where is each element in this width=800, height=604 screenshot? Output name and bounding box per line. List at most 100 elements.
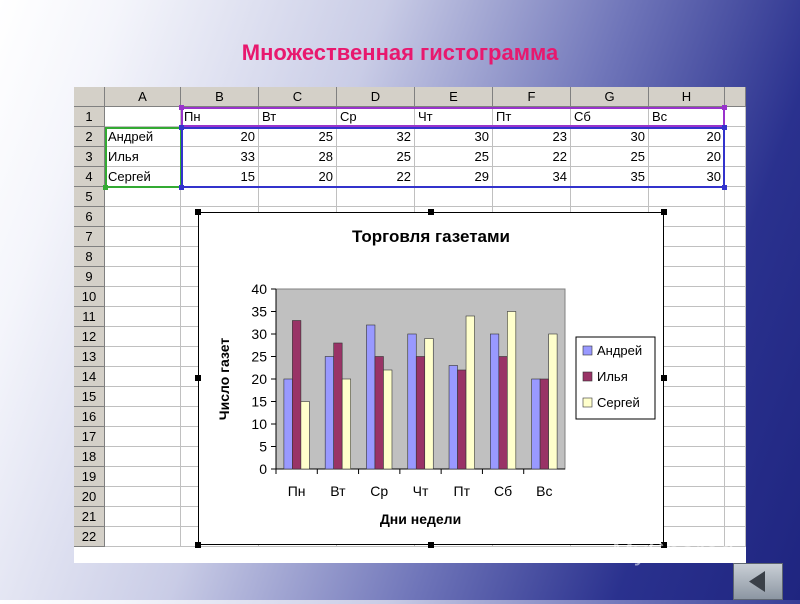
sheet-cell[interactable] (725, 207, 746, 227)
sheet-cell[interactable]: Вт (259, 107, 337, 127)
chart-object[interactable]: Торговля газетами 0 5 10 15 20 25 30 35 40 Пн Вт Ср… (198, 212, 664, 545)
column-header[interactable]: F (493, 87, 571, 107)
row-header[interactable]: 7 (74, 227, 105, 247)
column-header[interactable]: H (649, 87, 725, 107)
sheet-cell[interactable] (649, 247, 725, 267)
sheet-cell[interactable] (105, 387, 181, 407)
sheet-cell[interactable]: 20 (259, 167, 337, 187)
sheet-cell[interactable]: 25 (571, 147, 649, 167)
column-header[interactable]: B (181, 87, 259, 107)
sheet-cell[interactable] (649, 367, 725, 387)
sheet-cell[interactable] (649, 267, 725, 287)
sheet-cell[interactable] (725, 227, 746, 247)
row-header[interactable]: 4 (74, 167, 105, 187)
sheet-cell[interactable] (105, 207, 181, 227)
sheet-cell[interactable] (649, 447, 725, 467)
sheet-cell[interactable] (725, 487, 746, 507)
sheet-cell[interactable] (725, 427, 746, 447)
chart-resize-handle[interactable] (661, 542, 667, 548)
row-header[interactable]: 12 (74, 327, 105, 347)
sheet-cell[interactable]: Пн (181, 107, 259, 127)
row-header[interactable]: 9 (74, 267, 105, 287)
chart-resize-handle[interactable] (195, 375, 201, 381)
row-header[interactable]: 10 (74, 287, 105, 307)
sheet-cell[interactable] (181, 187, 259, 207)
sheet-cell[interactable] (105, 487, 181, 507)
row-header[interactable]: 16 (74, 407, 105, 427)
sheet-cell[interactable] (105, 407, 181, 427)
sheet-cell[interactable]: 30 (649, 167, 725, 187)
sheet-cell[interactable]: Илья (105, 147, 181, 167)
sheet-cell[interactable] (649, 307, 725, 327)
sheet-cell[interactable] (649, 427, 725, 447)
column-header[interactable]: A (105, 87, 181, 107)
sheet-cell[interactable] (105, 187, 181, 207)
sheet-cell[interactable] (725, 467, 746, 487)
selection-handle[interactable] (722, 185, 727, 190)
sheet-cell[interactable]: 25 (259, 127, 337, 147)
chart-resize-handle[interactable] (661, 209, 667, 215)
row-header[interactable]: 19 (74, 467, 105, 487)
sheet-cell[interactable] (725, 267, 746, 287)
chart-resize-handle[interactable] (195, 542, 201, 548)
sheet-cell[interactable] (493, 187, 571, 207)
sheet-cell[interactable]: 32 (337, 127, 415, 147)
sheet-cell[interactable]: Андрей (105, 127, 181, 147)
row-header[interactable]: 20 (74, 487, 105, 507)
sheet-cell[interactable] (725, 507, 746, 527)
chart-resize-handle[interactable] (428, 542, 434, 548)
sheet-cell[interactable] (105, 287, 181, 307)
sheet-cell[interactable] (649, 227, 725, 247)
chart-resize-handle[interactable] (661, 375, 667, 381)
sheet-cell[interactable]: Сергей (105, 167, 181, 187)
row-header[interactable]: 3 (74, 147, 105, 167)
sheet-cell[interactable]: 33 (181, 147, 259, 167)
sheet-cell[interactable] (105, 507, 181, 527)
sheet-cell[interactable]: 28 (259, 147, 337, 167)
chart-resize-handle[interactable] (195, 209, 201, 215)
sheet-cell[interactable] (105, 347, 181, 367)
sheet-cell[interactable]: 22 (337, 167, 415, 187)
sheet-cell[interactable] (105, 227, 181, 247)
sheet-cell[interactable] (105, 267, 181, 287)
sheet-cell[interactable] (105, 327, 181, 347)
sheet-cell[interactable] (725, 167, 746, 187)
row-header[interactable]: 18 (74, 447, 105, 467)
sheet-cell[interactable]: Пт (493, 107, 571, 127)
sheet-cell[interactable] (105, 527, 181, 547)
sheet-cell[interactable] (725, 367, 746, 387)
sheet-cell[interactable]: Вс (649, 107, 725, 127)
sheet-cell[interactable]: 15 (181, 167, 259, 187)
sheet-cell[interactable] (725, 247, 746, 267)
column-header-partial[interactable] (725, 87, 746, 107)
column-header[interactable]: C (259, 87, 337, 107)
column-header[interactable]: E (415, 87, 493, 107)
sheet-cell[interactable] (725, 127, 746, 147)
column-header[interactable]: G (571, 87, 649, 107)
sheet-cell[interactable]: 30 (571, 127, 649, 147)
sheet-cell[interactable] (725, 107, 746, 127)
sheet-cell[interactable]: 25 (415, 147, 493, 167)
sheet-cell[interactable]: 35 (571, 167, 649, 187)
selection-handle[interactable] (103, 185, 108, 190)
sheet-cell[interactable] (105, 107, 181, 127)
sheet-cell[interactable] (725, 147, 746, 167)
sheet-cell[interactable] (725, 407, 746, 427)
sheet-cell[interactable]: 20 (181, 127, 259, 147)
sheet-cell[interactable] (725, 447, 746, 467)
row-header[interactable]: 1 (74, 107, 105, 127)
sheet-cell[interactable] (725, 187, 746, 207)
row-header[interactable]: 5 (74, 187, 105, 207)
selection-handle[interactable] (722, 125, 727, 130)
sheet-cell[interactable] (105, 427, 181, 447)
sheet-cell[interactable] (105, 447, 181, 467)
sheet-cell[interactable]: Сб (571, 107, 649, 127)
row-header[interactable]: 11 (74, 307, 105, 327)
row-header[interactable]: 8 (74, 247, 105, 267)
back-navigation-button[interactable] (733, 563, 783, 600)
sheet-cell[interactable] (105, 307, 181, 327)
sheet-cell[interactable]: 25 (337, 147, 415, 167)
sheet-cell[interactable] (649, 187, 725, 207)
selection-handle[interactable] (179, 185, 184, 190)
column-header[interactable]: D (337, 87, 415, 107)
